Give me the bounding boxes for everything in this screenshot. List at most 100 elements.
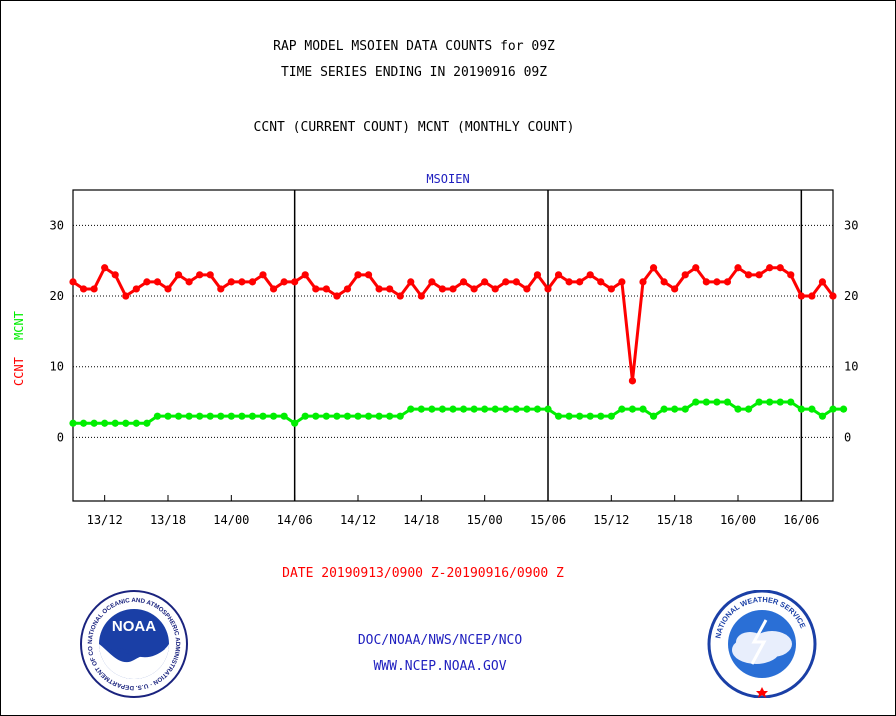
data-point-ccnt: [723, 278, 732, 286]
y-tick-label-right: 0: [844, 430, 851, 444]
y-axis-label-ccnt: CCNT: [12, 357, 26, 386]
data-point-ccnt: [196, 271, 204, 279]
x-tick-label: 14/00: [213, 513, 249, 527]
data-point-ccnt: [787, 271, 795, 279]
data-point-mcnt: [597, 412, 605, 420]
data-point-mcnt: [396, 412, 404, 420]
data-point-ccnt: [628, 377, 637, 385]
y-tick-label-right: 10: [844, 360, 858, 374]
data-point-ccnt: [755, 271, 763, 279]
data-point-mcnt: [808, 405, 816, 413]
data-point-ccnt: [101, 264, 109, 272]
data-point-ccnt: [111, 271, 119, 279]
data-point-ccnt: [269, 285, 278, 293]
data-point-mcnt: [312, 412, 320, 420]
data-point-ccnt: [565, 278, 573, 286]
data-point-mcnt: [79, 419, 88, 427]
data-point-ccnt: [502, 278, 510, 286]
data-point-ccnt: [333, 292, 341, 300]
data-point-mcnt: [196, 412, 204, 420]
plot-frame: [72, 189, 834, 502]
data-point-ccnt: [649, 264, 658, 272]
data-point-mcnt: [227, 412, 235, 420]
data-point-ccnt: [544, 285, 552, 293]
data-point-ccnt: [797, 292, 805, 300]
data-point-ccnt: [312, 285, 320, 293]
data-point-mcnt: [364, 412, 373, 420]
data-point-ccnt: [69, 278, 77, 286]
data-point-mcnt: [787, 398, 795, 406]
data-point-mcnt: [660, 405, 668, 413]
data-point-mcnt: [206, 412, 214, 420]
data-point-mcnt: [90, 419, 98, 427]
y-tick-label-right: 30: [844, 218, 858, 232]
x-tick-label: 15/00: [467, 513, 503, 527]
data-point-mcnt: [734, 405, 742, 413]
data-point-mcnt: [132, 419, 140, 427]
data-point-ccnt: [428, 278, 436, 286]
data-point-mcnt: [766, 398, 774, 406]
data-point-ccnt: [597, 278, 605, 286]
data-point-mcnt: [744, 405, 753, 413]
data-point-mcnt: [343, 412, 352, 420]
data-point-ccnt: [671, 285, 679, 293]
chart-subtitle: CCNT (CURRENT COUNT) MCNT (MONTHLY COUNT…: [253, 120, 575, 135]
chart-title-line1: RAP MODEL MSOIEN DATA COUNTS for 09Z: [273, 39, 555, 54]
data-point-mcnt: [417, 405, 425, 413]
chart-title-line2: TIME SERIES ENDING IN 20190916 09Z: [280, 65, 548, 80]
data-point-mcnt: [428, 405, 436, 413]
data-point-ccnt: [586, 271, 594, 279]
data-point-mcnt: [723, 398, 732, 406]
data-point-mcnt: [111, 419, 119, 427]
data-point-mcnt: [797, 405, 805, 413]
x-tick-label: 16/06: [783, 513, 819, 527]
data-point-ccnt: [449, 285, 457, 293]
data-point-mcnt: [143, 419, 151, 427]
data-point-ccnt: [354, 271, 362, 279]
data-point-mcnt: [269, 412, 278, 420]
data-point-ccnt: [343, 285, 352, 293]
data-point-ccnt: [766, 264, 774, 272]
data-point-mcnt: [576, 412, 584, 420]
data-point-ccnt: [122, 292, 130, 300]
org-line: DOC/NOAA/NWS/NCEP/NCO: [357, 633, 523, 648]
data-point-ccnt: [470, 285, 478, 293]
data-point-ccnt: [238, 278, 246, 286]
data-point-mcnt: [407, 405, 415, 413]
data-point-ccnt: [639, 278, 647, 286]
noaa-logo: NOAA NATIONAL OCEANIC AND ATMOSPHERIC AD…: [80, 590, 188, 698]
data-point-ccnt: [702, 278, 710, 286]
y-axis-label-mcnt: MCNT: [12, 311, 26, 340]
data-point-ccnt: [481, 278, 489, 286]
data-point-mcnt: [607, 412, 615, 420]
data-point-ccnt: [185, 278, 193, 286]
data-point-mcnt: [554, 412, 563, 420]
data-point-ccnt: [174, 271, 183, 279]
data-point-ccnt: [291, 278, 299, 286]
data-point-mcnt: [101, 419, 109, 427]
x-tick-label: 15/12: [593, 513, 629, 527]
y-tick-label-left: 10: [50, 360, 64, 374]
data-point-ccnt: [375, 285, 383, 293]
data-point-mcnt: [639, 405, 647, 413]
data-point-mcnt: [122, 419, 130, 427]
date-range-label: DATE 20190913/0900 Z-20190916/0900 Z: [282, 566, 564, 581]
data-point-mcnt: [481, 405, 489, 413]
data-point-mcnt: [502, 405, 510, 413]
data-point-mcnt: [301, 412, 309, 420]
data-point-mcnt: [491, 405, 499, 413]
data-point-ccnt: [576, 278, 584, 286]
data-point-mcnt: [470, 405, 478, 413]
data-point-ccnt: [217, 285, 225, 293]
y-tick-label-right: 20: [844, 289, 858, 303]
data-point-mcnt: [565, 412, 573, 420]
data-point-mcnt: [533, 405, 542, 413]
data-point-ccnt: [153, 278, 162, 286]
data-point-mcnt: [280, 412, 288, 420]
ncep-url-link[interactable]: WWW.NCEP.NOAA.GOV: [373, 659, 507, 674]
data-point-ccnt: [491, 285, 499, 293]
data-point-ccnt: [459, 278, 468, 286]
data-point-ccnt: [386, 285, 394, 293]
data-point-mcnt: [174, 412, 183, 420]
